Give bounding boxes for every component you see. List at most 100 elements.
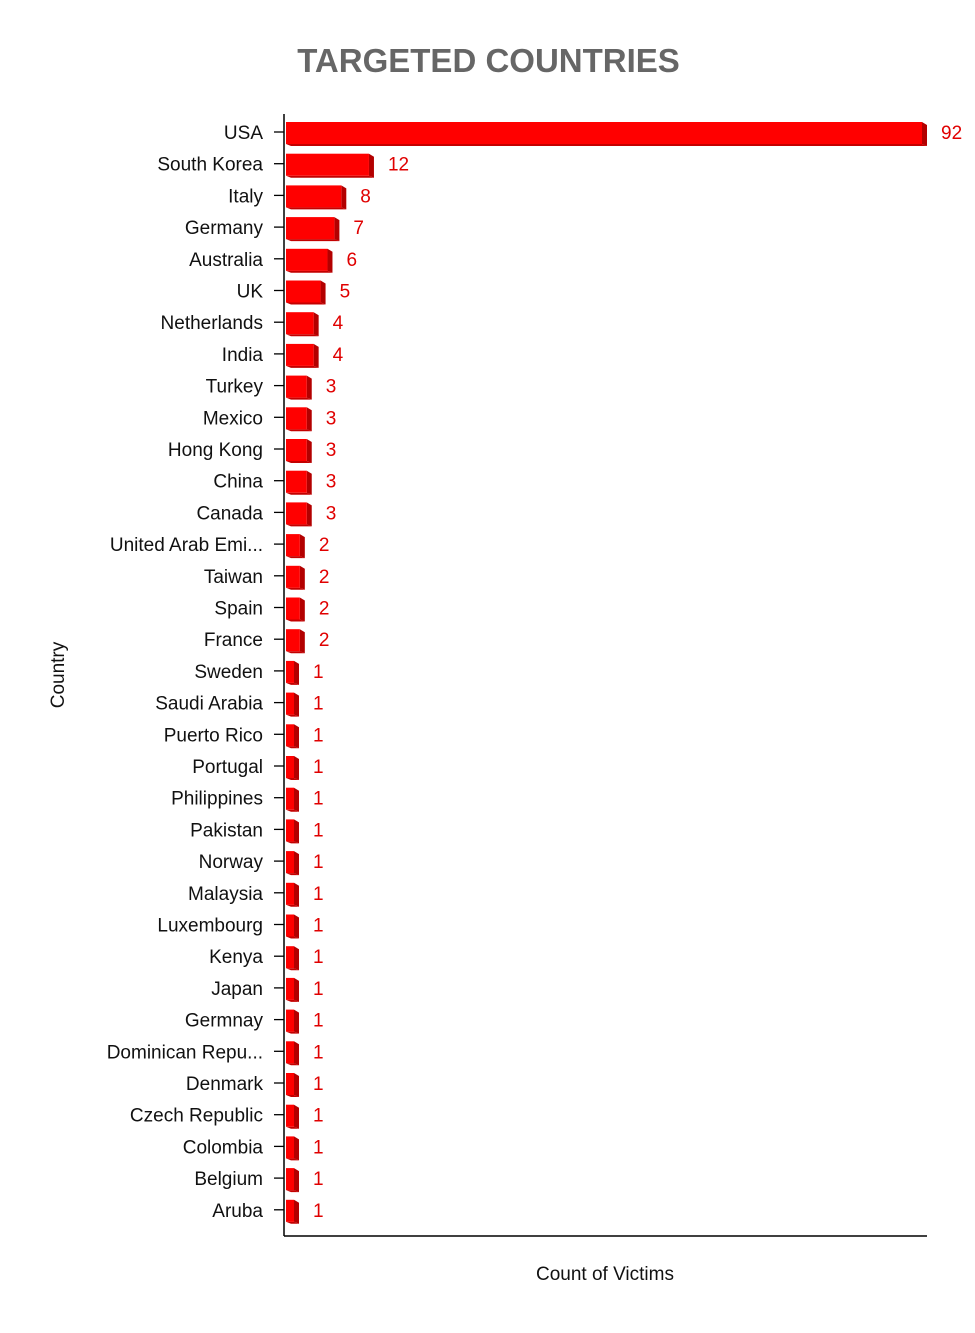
bar-bottom-5: [286, 302, 326, 305]
category-label-2: Italy: [228, 186, 263, 207]
category-label-22: Pakistan: [190, 820, 263, 841]
bar-bottom-20: [286, 778, 299, 780]
bar-18: [286, 692, 294, 715]
bar-side-19: [294, 724, 299, 749]
bar-7: [286, 343, 314, 366]
bar-13: [286, 534, 300, 557]
value-labels-group: 92 12 8 7 6 5 4 4 3 3 3 3 3 2 2 2 2 1 1 1 1 1 1 1 1 1 1 1 1 1 1 1 1 1 1: [313, 123, 962, 1222]
bar-side-27: [294, 977, 299, 1002]
bar-3: [286, 217, 335, 240]
category-label-16: France: [204, 630, 263, 651]
bar-side-18: [294, 692, 299, 717]
bar-6: [286, 312, 314, 335]
bar-14: [286, 565, 300, 588]
x-axis-title: Count of Victims: [536, 1264, 674, 1285]
bar-side-26: [294, 946, 299, 971]
bar-bottom-24: [286, 904, 299, 907]
bar-side-3: [334, 217, 340, 242]
value-label-31: 1: [313, 1106, 324, 1127]
value-label-21: 1: [313, 789, 324, 810]
value-label-22: 1: [313, 820, 324, 841]
value-label-29: 1: [313, 1042, 324, 1063]
bar-bottom-2: [286, 207, 347, 210]
bar-side-31: [294, 1104, 299, 1129]
category-label-19: Puerto Rico: [164, 725, 263, 746]
bar-side-11: [306, 470, 312, 495]
bar-side-1: [368, 153, 374, 178]
bar-side-4: [327, 248, 333, 273]
bar-19: [286, 724, 294, 747]
value-label-23: 1: [313, 852, 324, 873]
bar-bottom-3: [286, 239, 340, 242]
category-label-32: Colombia: [183, 1137, 264, 1158]
bar-2: [286, 185, 342, 208]
value-label-16: 2: [319, 630, 330, 651]
bar-bottom-23: [286, 873, 299, 876]
category-label-1: South Korea: [157, 155, 263, 176]
bar-bottom-29: [286, 1063, 299, 1066]
value-label-4: 6: [346, 250, 357, 271]
bar-side-22: [294, 819, 299, 844]
value-label-2: 8: [360, 186, 371, 207]
bar-4: [286, 248, 328, 271]
category-label-0: USA: [224, 123, 263, 144]
bar-side-17: [294, 660, 299, 685]
bar-24: [286, 882, 294, 905]
bar-33: [286, 1168, 294, 1191]
bar-bottom-13: [286, 556, 305, 559]
bar-bottom-28: [286, 1031, 299, 1034]
bar-bottom-32: [286, 1158, 299, 1161]
category-label-26: Kenya: [209, 947, 263, 968]
bar-21: [286, 787, 294, 810]
bar-side-8: [306, 375, 312, 400]
category-label-24: Malaysia: [188, 884, 263, 905]
bar-side-25: [294, 914, 299, 939]
value-label-14: 2: [319, 567, 330, 588]
value-label-20: 1: [313, 757, 324, 778]
category-labels-group: USA South Korea Italy Germany Australia UK Net…: [107, 123, 264, 1222]
value-label-10: 3: [326, 440, 337, 461]
bar-side-15: [299, 597, 305, 622]
bar-bottom-12: [286, 524, 312, 527]
value-label-32: 1: [313, 1137, 324, 1158]
bar-bottom-19: [286, 746, 299, 749]
bar-bottom-6: [286, 334, 319, 337]
value-label-25: 1: [313, 916, 324, 937]
bar-side-14: [299, 565, 305, 590]
bar-34: [286, 1199, 294, 1222]
category-label-21: Philippines: [171, 789, 263, 810]
bar-0: [286, 122, 922, 144]
value-label-11: 3: [326, 472, 337, 493]
category-label-25: Luxembourg: [157, 916, 263, 937]
bar-bottom-31: [286, 1126, 299, 1129]
bar-bottom-14: [286, 587, 305, 590]
category-label-30: Denmark: [186, 1074, 264, 1095]
bar-bottom-22: [286, 841, 299, 844]
bar-1: [286, 153, 369, 176]
value-label-18: 1: [313, 694, 324, 715]
category-label-27: Japan: [211, 979, 263, 1000]
bar-8: [286, 375, 307, 398]
category-label-18: Saudi Arabia: [155, 694, 263, 715]
value-label-28: 1: [313, 1011, 324, 1032]
chart-title: TARGETED COUNTRIES: [297, 42, 680, 79]
category-label-7: India: [222, 345, 264, 366]
bar-bottom-0: [286, 144, 927, 146]
bar-side-29: [294, 1041, 299, 1066]
bar-31: [286, 1104, 294, 1127]
bar-side-9: [306, 407, 312, 432]
y-axis-title: Country: [48, 641, 69, 708]
value-label-24: 1: [313, 884, 324, 905]
category-label-13: United Arab Emi...: [110, 535, 263, 556]
category-label-9: Mexico: [203, 408, 263, 429]
bar-bottom-33: [286, 1190, 299, 1193]
bar-bottom-16: [286, 651, 305, 654]
category-label-15: Spain: [214, 599, 263, 620]
category-label-34: Aruba: [212, 1201, 263, 1222]
bar-side-2: [341, 185, 347, 210]
value-label-9: 3: [326, 408, 337, 429]
category-label-3: Germany: [185, 218, 264, 239]
category-label-23: Norway: [199, 852, 264, 873]
bar-side-6: [313, 312, 319, 337]
bar-5: [286, 280, 321, 303]
